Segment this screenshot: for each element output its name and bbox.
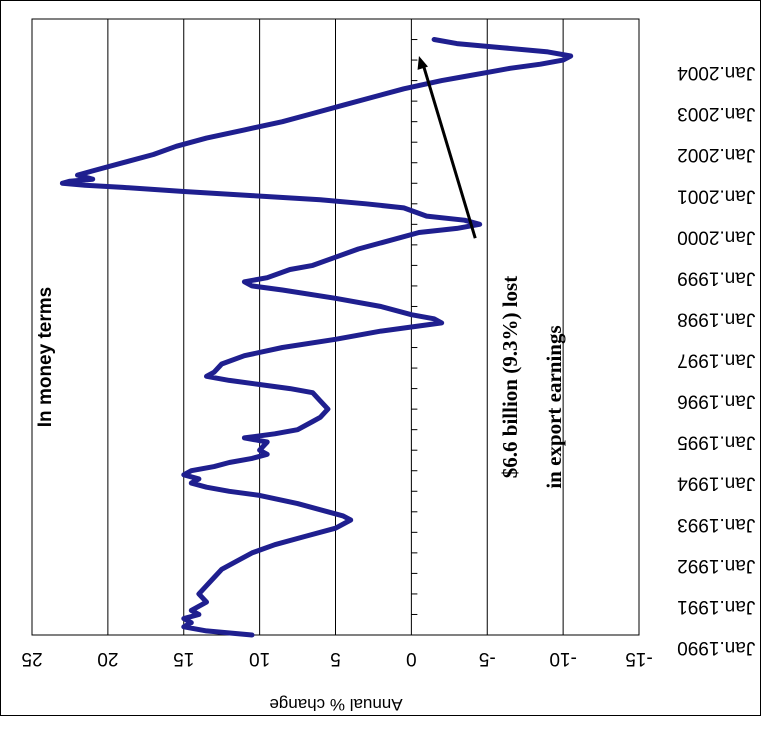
annotation-loss-line2: in export earnings (542, 325, 566, 488)
arrow-head (417, 55, 428, 70)
x-tick-label: Jan.1998 (677, 308, 755, 329)
series-line (59, 37, 574, 638)
y-tick-label: 20 (97, 648, 118, 669)
annotation-arrow (417, 55, 477, 239)
x-tick-labels: Jan.1990 Jan.1991 Jan.1992 Jan.1993 Jan.1994… (677, 62, 756, 658)
y-tick-label: 15 (173, 648, 194, 669)
annotation-money-terms: In money terms (35, 287, 56, 427)
x-tick-label: Jan.2004 (677, 62, 756, 83)
y-tick-label: 5 (330, 648, 341, 669)
x-tick-label: Jan.1995 (677, 432, 755, 453)
y-tick-label: 0 (406, 648, 417, 669)
line-chart: 25 20 15 10 5 0 -5 -10 -15 Jan.1990Jan.1991Jan.1… (21, 18, 756, 714)
chart-frame: 25 20 15 10 5 0 -5 -10 -15 Jan.1990 Jan.1991 Jan.1… (0, 0, 761, 716)
x-tick-label: Jan.2001 (677, 185, 755, 206)
y-tick-label: 25 (21, 648, 42, 669)
y-tick-label: -5 (479, 648, 496, 669)
x-tick-label: Jan.1990 (677, 637, 755, 658)
x-tick-label: Jan.1993 (677, 514, 755, 535)
x-tick-label: Jan.1994 (677, 473, 756, 494)
x-tick-label: Jan.1997 (677, 350, 755, 371)
x-tick-label: Jan.2000 (677, 226, 755, 247)
x-tick-label: Jan.1996 (677, 391, 755, 412)
x-tick-label: Jan.1992 (677, 555, 755, 576)
y-tick-label: -10 (549, 648, 576, 669)
x-tick-label: Jan.1991 (677, 596, 755, 617)
y-tick-label: 10 (249, 648, 270, 669)
x-tick-label: Jan.1999 (677, 267, 755, 288)
y-tick-labels: 25 20 15 10 5 0 -5 -10 -15 (21, 648, 652, 669)
x-tick-label: Jan.2003 (677, 103, 755, 124)
x-tick-label: Jan.2002 (677, 144, 755, 165)
annotation-loss-line1: $6.6 billion (9.3%) lost (498, 276, 522, 478)
x-axis (411, 18, 418, 636)
series-layer (59, 37, 574, 638)
y-tick-label: -15 (625, 648, 652, 669)
y-axis-label: Annual % change (269, 695, 402, 714)
arrow-shaft (421, 63, 477, 239)
